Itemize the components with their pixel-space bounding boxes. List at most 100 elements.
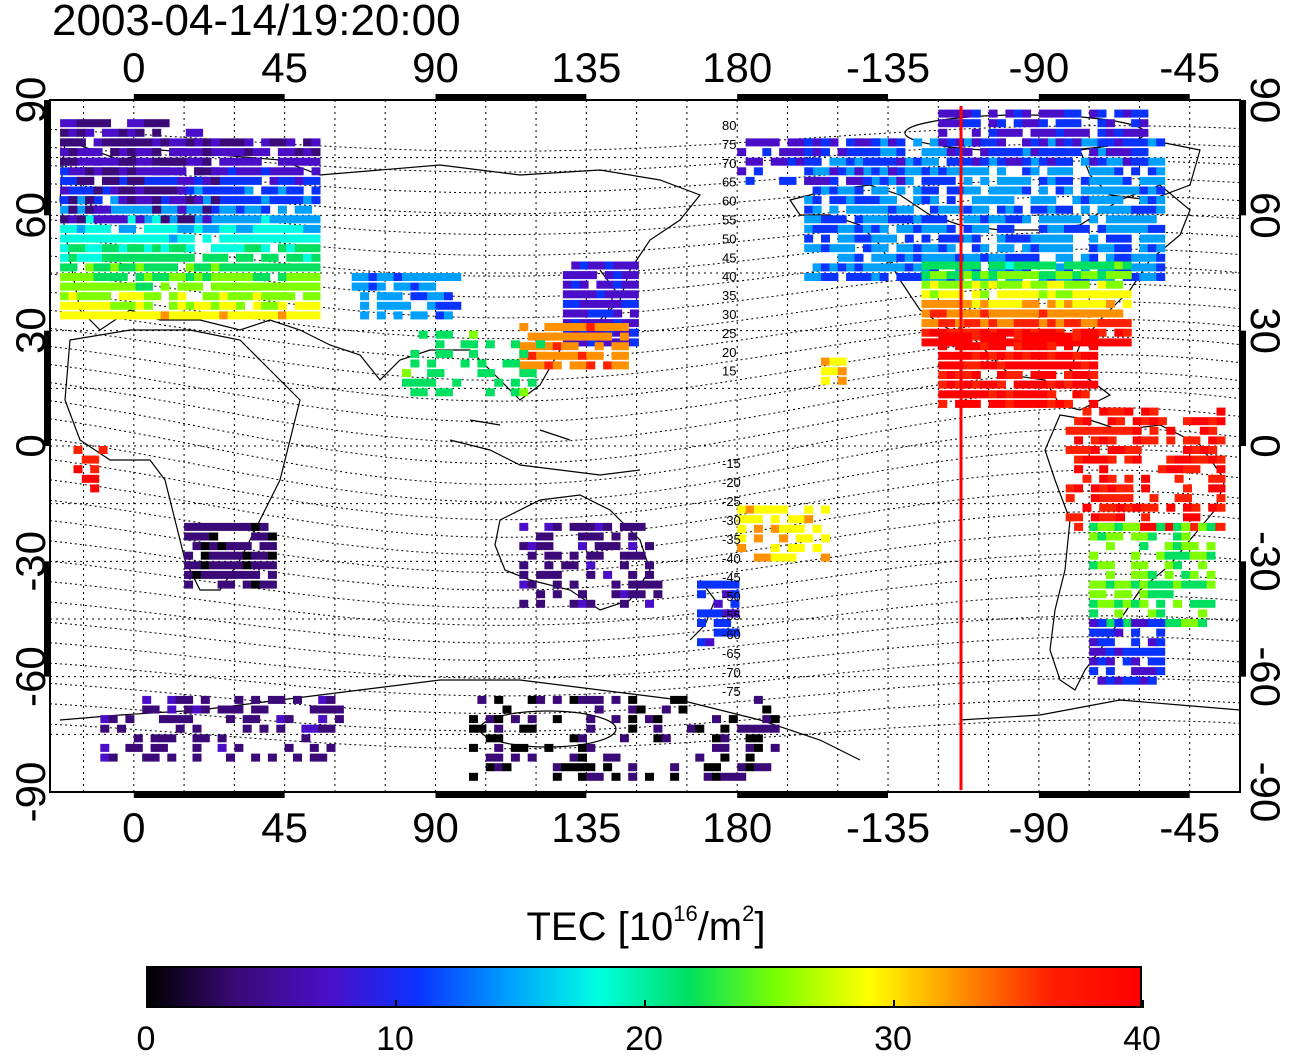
tec-cell [1216,484,1226,493]
tec-cell [1114,599,1124,608]
tec-cell [1097,157,1107,166]
tec-cell [85,311,95,320]
tec-cell [1013,342,1023,351]
tec-cell [1089,148,1099,157]
tec-cell [971,205,981,214]
tec-cell [997,261,1006,270]
tec-cell [770,524,780,533]
tec-cell [102,292,111,301]
tec-cell [946,380,956,389]
tec-cell [821,167,830,176]
tec-cell [1030,371,1040,379]
tec-cell [76,215,86,224]
tec-cell [410,388,420,397]
tec-cell [143,157,153,166]
tec-cell [997,196,1006,205]
tec-cell [854,205,864,214]
tec-cell [90,465,100,474]
tec-cell [971,290,981,299]
tec-cell [604,271,614,280]
tec-cell [194,138,204,147]
tec-cell [393,311,403,320]
tec-cell [963,138,973,147]
tec-cell [93,301,103,310]
tec-cell [586,772,596,781]
tec-cell [1099,494,1109,503]
tec-cell [1064,342,1073,351]
tec-cell [118,273,128,281]
tec-cell [854,234,864,243]
tec-cell [988,215,998,224]
tec-cell [604,338,614,347]
tec-cell [135,301,145,310]
tec-cell [269,196,279,205]
tec-cell [510,715,520,724]
tec-cell [552,361,562,370]
tec-cell [1089,590,1099,599]
tec-cell [252,263,262,272]
tec-cell [938,371,948,379]
tec-cell [1139,570,1149,579]
tec-cell [1005,128,1015,137]
tec-cell [311,148,321,157]
tec-cell [102,128,111,137]
tec-cell [619,522,629,531]
tec-cell [971,351,981,360]
tec-cell [997,253,1006,262]
tec-cell [93,273,103,281]
tec-cell [510,753,520,762]
contour-label: 70 [722,156,736,171]
tec-cell [1047,271,1057,280]
tec-cell [569,561,579,570]
tec-cell [946,351,956,360]
tec-cell [210,244,220,253]
tec-cell [1064,271,1073,280]
tec-cell [720,734,730,743]
tec-cell [594,695,604,704]
tec-cell [980,351,990,360]
tec-cell [946,261,956,270]
tec-cell [435,330,445,339]
tec-cell [946,186,956,195]
tec-cell [435,340,445,349]
tec-cell [980,224,990,233]
tec-cell [152,263,162,272]
tec-cell [653,724,663,733]
tec-cell [1038,371,1048,379]
tec-cell [571,290,581,299]
tec-cell [1147,647,1157,656]
tec-cell [837,215,847,224]
tec-cell [705,609,715,618]
tec-cell [527,342,537,351]
tec-cell [812,157,822,166]
tec-cell [1030,290,1040,299]
tec-cell [1099,465,1109,474]
tec-cell [879,186,889,195]
tec-cell [629,261,639,270]
tec-cell [879,196,889,205]
tec-cell [821,505,830,514]
tec-cell [110,138,120,147]
tec-cell [1013,157,1023,166]
tec-cell [1122,244,1132,253]
tec-cell [303,148,313,157]
tec-cell [1097,299,1107,308]
tec-cell [60,186,70,195]
tec-cell [697,638,706,647]
tec-cell [102,234,111,243]
tec-cell [261,282,271,291]
tec-cell [871,157,881,166]
tec-cell [286,138,296,147]
tec-cell [60,167,70,176]
tec-cell [68,263,78,272]
tec-cell [795,544,805,552]
tec-cell [1097,676,1107,685]
tec-cell [980,332,990,341]
tec-cell [1055,351,1065,360]
tec-cell [93,292,103,301]
tec-cell [854,157,864,166]
tec-cell [921,299,931,308]
tec-cell [1183,446,1192,454]
tec-cell [1105,119,1115,128]
tec-cell [1072,371,1082,379]
